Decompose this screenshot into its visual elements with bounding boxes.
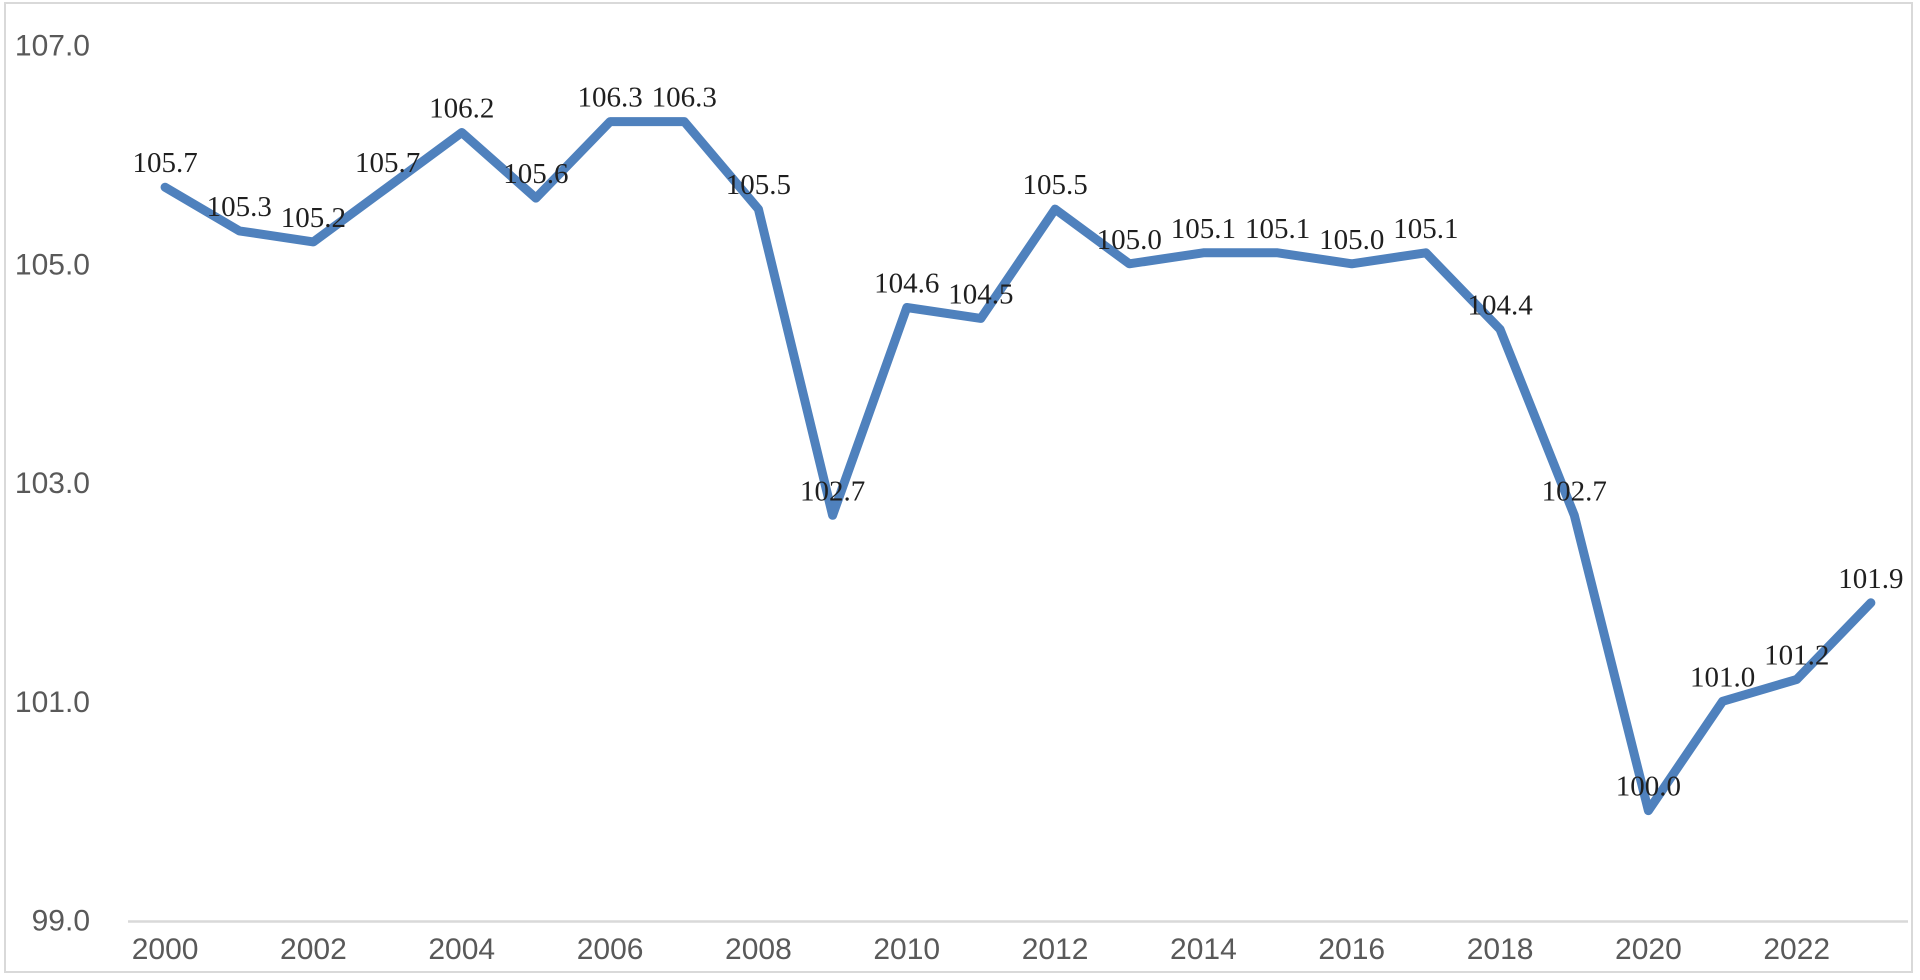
series-line — [160, 117, 1876, 816]
x-axis-label: 2020 — [1615, 933, 1682, 966]
data-label: 102.7 — [1542, 475, 1607, 507]
data-label: 105.7 — [355, 147, 420, 179]
data-label: 105.0 — [1097, 224, 1162, 256]
data-label: 101.2 — [1764, 639, 1829, 671]
data-label: 101.9 — [1838, 563, 1903, 595]
data-label: 104.5 — [948, 278, 1013, 310]
x-axis-label: 2006 — [577, 933, 644, 966]
data-label: 105.5 — [1022, 169, 1087, 201]
data-label: 105.7 — [132, 147, 197, 179]
x-axis-label: 2004 — [428, 933, 495, 966]
data-label: 105.2 — [281, 202, 346, 234]
x-axis-label: 2012 — [1022, 933, 1089, 966]
x-axis-label: 2022 — [1763, 933, 1830, 966]
x-axis-label: 2000 — [132, 933, 199, 966]
data-label: 100.0 — [1616, 771, 1681, 803]
data-label: 105.1 — [1393, 213, 1458, 245]
data-label: 106.3 — [577, 82, 642, 114]
y-axis-label: 105.0 — [15, 248, 90, 281]
data-label: 105.1 — [1245, 213, 1310, 245]
y-axis-label: 107.0 — [15, 30, 90, 63]
data-label: 105.6 — [503, 158, 568, 190]
data-label: 101.0 — [1690, 661, 1755, 693]
y-axis-label: 101.0 — [15, 686, 90, 719]
data-label: 104.4 — [1467, 289, 1533, 321]
data-label: 105.3 — [207, 191, 272, 223]
x-axis-label: 2014 — [1170, 933, 1237, 966]
data-label: 106.3 — [652, 82, 717, 114]
x-axis-label: 2010 — [873, 933, 940, 966]
x-axis-label: 2002 — [280, 933, 347, 966]
data-label: 102.7 — [800, 475, 865, 507]
data-label: 105.5 — [726, 169, 791, 201]
x-axis-label: 2016 — [1318, 933, 1385, 966]
chart-frame — [4, 2, 1913, 973]
data-label: 104.6 — [874, 268, 939, 300]
data-label: 105.0 — [1319, 224, 1384, 256]
data-label: 106.2 — [429, 93, 494, 125]
y-axis-label: 103.0 — [15, 467, 90, 500]
y-axis-label: 99.0 — [32, 905, 90, 938]
data-label: 105.1 — [1171, 213, 1236, 245]
x-axis-label: 2018 — [1467, 933, 1534, 966]
x-axis-label: 2008 — [725, 933, 792, 966]
